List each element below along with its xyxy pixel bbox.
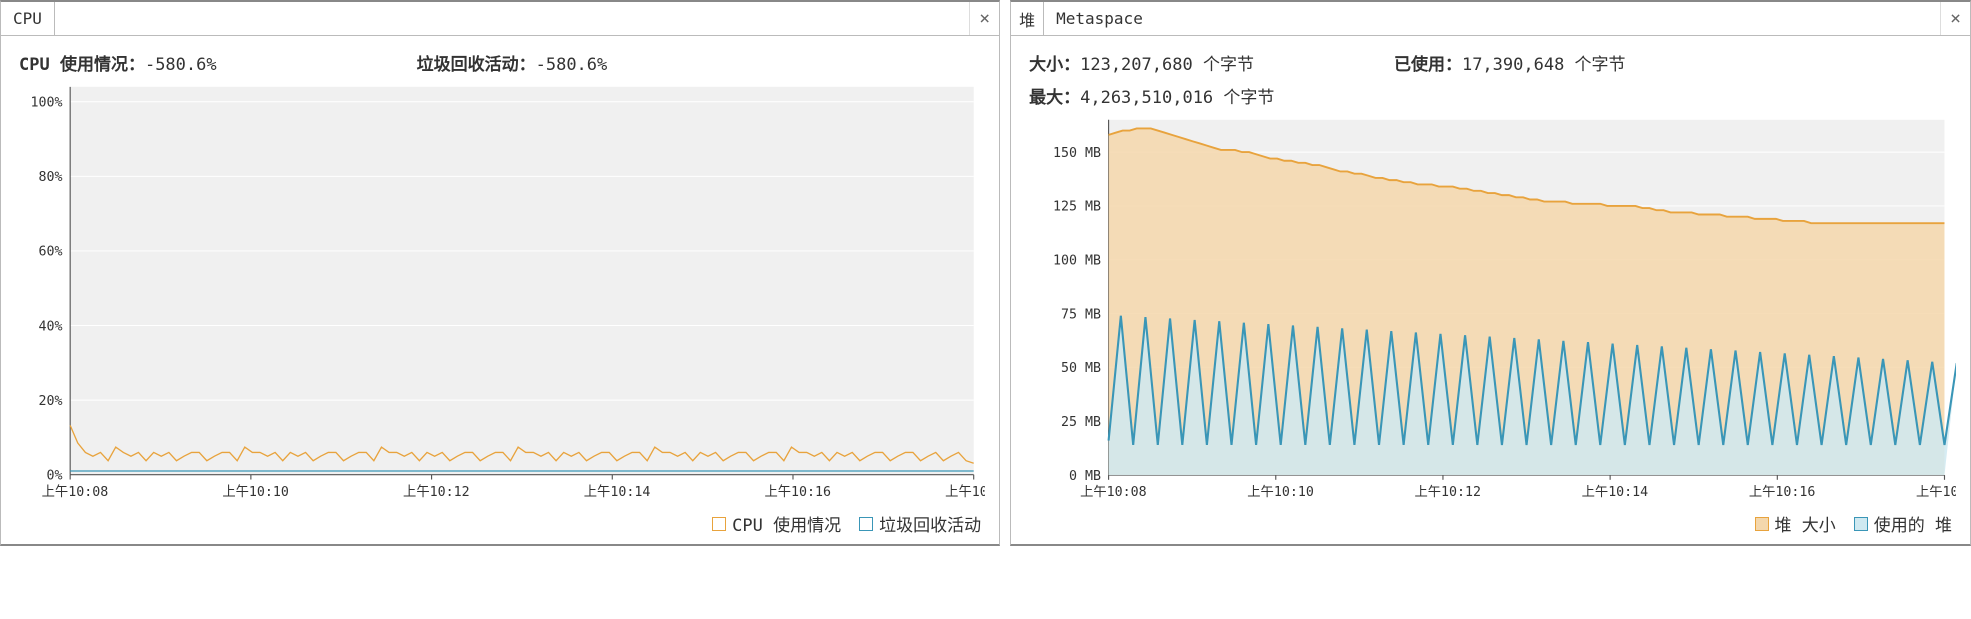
svg-text:上午10:14: 上午10:14: [1582, 484, 1649, 500]
svg-text:100%: 100%: [31, 96, 63, 111]
svg-text:上午10: 上午10: [1916, 484, 1956, 500]
cpu-tab[interactable]: CPU: [1, 2, 55, 35]
svg-text:75 MB: 75 MB: [1061, 307, 1101, 322]
cpu-chart-container: 0% 20% 40% 60% 80% 100% 上午10:08 上午10:10 上午10:12 上…: [1, 79, 999, 507]
svg-text:上午10:10: 上午10:10: [1247, 484, 1314, 500]
legend-swatch: [712, 517, 726, 531]
svg-text:50 MB: 50 MB: [1061, 361, 1101, 376]
legend-label: CPU 使用情况: [732, 511, 841, 536]
heap-panel: 堆 Metaspace × 大小：123,207,680 个字节 已使用：17,…: [1010, 0, 1971, 546]
svg-text:40%: 40%: [39, 319, 63, 334]
heap-max-value: 4,263,510,016: [1080, 88, 1213, 108]
svg-text:上午10:08: 上午10:08: [42, 484, 109, 500]
svg-text:上午10:08: 上午10:08: [1080, 484, 1147, 500]
gc-activity-label: 垃圾回收活动：: [417, 55, 536, 75]
heap-tab[interactable]: 堆: [1011, 2, 1044, 35]
legend-label: 垃圾回收活动: [879, 511, 981, 536]
svg-text:20%: 20%: [39, 394, 63, 409]
cpu-panel: CPU × CPU 使用情况：-580.6% 垃圾回收活动：-580.6% 0%…: [0, 0, 1000, 546]
heap-legend: 堆 大小 使用的 堆: [1011, 507, 1970, 544]
svg-text:上午10:16: 上午10:16: [1749, 484, 1816, 500]
legend-swatch: [1755, 517, 1769, 531]
svg-text:上午10:12: 上午10:12: [1415, 484, 1482, 500]
heap-chart: 0 MB 25 MB 50 MB 75 MB 100 MB 125 MB 150 MB 上午1…: [1025, 116, 1956, 505]
svg-text:上午10:16: 上午10:16: [764, 484, 831, 500]
legend-item: 垃圾回收活动: [859, 511, 981, 536]
legend-label: 使用的 堆: [1874, 511, 1952, 536]
legend-swatch: [1854, 517, 1868, 531]
metaspace-tab[interactable]: Metaspace: [1044, 2, 1940, 35]
heap-used-label: 已使用：: [1394, 55, 1462, 75]
svg-text:100 MB: 100 MB: [1053, 253, 1101, 268]
heap-size-value: 123,207,680: [1080, 55, 1193, 75]
legend-label: 堆 大小: [1775, 511, 1836, 536]
legend-item: 使用的 堆: [1854, 511, 1952, 536]
heap-titlebar: 堆 Metaspace ×: [1011, 2, 1970, 36]
svg-text:上午10:10: 上午10:10: [222, 484, 289, 500]
svg-text:125 MB: 125 MB: [1053, 200, 1101, 215]
heap-size-label: 大小：: [1029, 55, 1080, 75]
legend-swatch: [859, 517, 873, 531]
cpu-titlebar: CPU ×: [1, 2, 999, 36]
legend-item: 堆 大小: [1755, 511, 1836, 536]
legend-item: CPU 使用情况: [712, 511, 841, 536]
svg-text:0 MB: 0 MB: [1069, 469, 1101, 484]
close-icon[interactable]: ×: [1940, 2, 1970, 35]
svg-text:上午10: 上午10: [945, 484, 985, 500]
cpu-stats: CPU 使用情况：-580.6% 垃圾回收活动：-580.6%: [1, 36, 999, 79]
gc-activity-value: -580.6%: [536, 55, 608, 75]
heap-used-value: 17,390,648: [1462, 55, 1564, 75]
heap-max-label: 最大：: [1029, 88, 1080, 108]
svg-text:150 MB: 150 MB: [1053, 146, 1101, 161]
cpu-chart: 0% 20% 40% 60% 80% 100% 上午10:08 上午10:10 上午10:12 上…: [15, 83, 985, 505]
svg-text:25 MB: 25 MB: [1061, 415, 1101, 430]
svg-text:0%: 0%: [47, 468, 63, 483]
heap-chart-container: 0 MB 25 MB 50 MB 75 MB 100 MB 125 MB 150 MB 上午1…: [1011, 112, 1970, 507]
svg-text:上午10:12: 上午10:12: [403, 484, 470, 500]
svg-text:上午10:14: 上午10:14: [584, 484, 651, 500]
close-icon[interactable]: ×: [969, 2, 999, 35]
cpu-legend: CPU 使用情况 垃圾回收活动: [1, 507, 999, 544]
heap-stats: 大小：123,207,680 个字节 已使用：17,390,648 个字节 最大…: [1011, 36, 1970, 112]
svg-text:80%: 80%: [39, 170, 63, 185]
cpu-usage-label: CPU 使用情况：: [19, 55, 145, 75]
cpu-usage-value: -580.6%: [145, 55, 217, 75]
svg-text:60%: 60%: [39, 245, 63, 260]
